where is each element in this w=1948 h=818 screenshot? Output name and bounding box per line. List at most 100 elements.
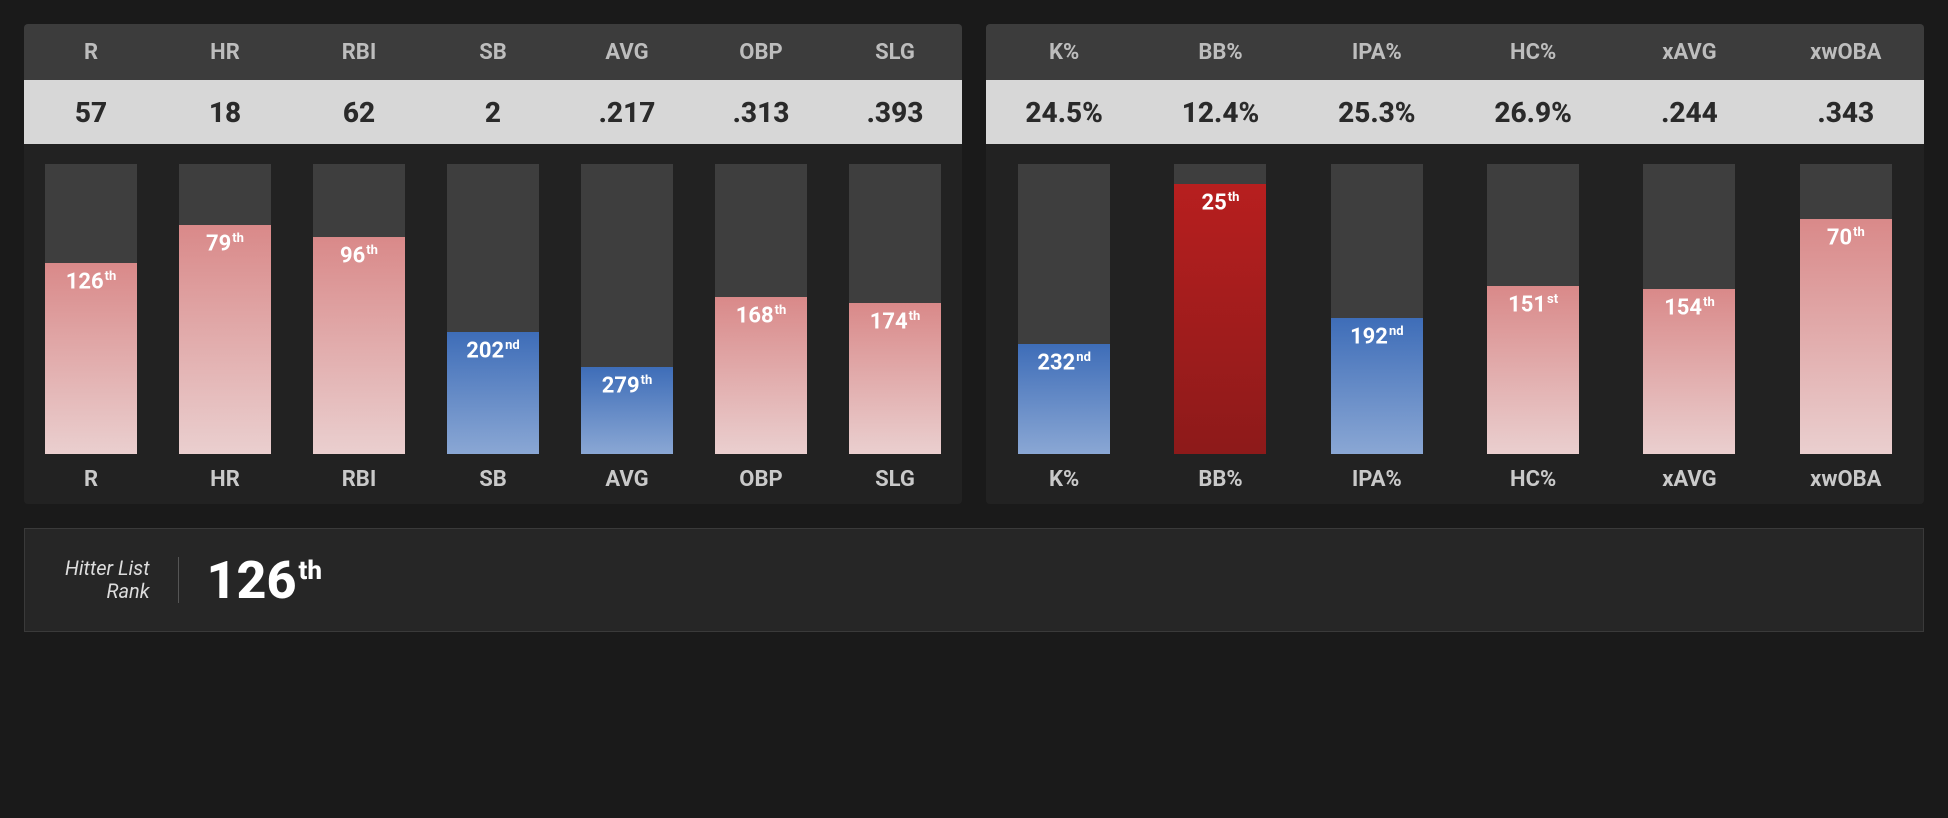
bar-column: 70th bbox=[1768, 164, 1924, 454]
bar-rank-ordinal: th bbox=[909, 309, 921, 324]
stat-value: 25.3% bbox=[1299, 80, 1455, 144]
stat-value: 2 bbox=[426, 80, 560, 144]
bar-rank-number: 279 bbox=[602, 373, 640, 398]
bar-track: 192nd bbox=[1331, 164, 1423, 454]
column-footer-label: OBP bbox=[694, 454, 828, 504]
bar-track: 79th bbox=[179, 164, 271, 454]
label-row: RHRRBISBAVGOBPSLG bbox=[24, 454, 962, 504]
rank-label-line1: Hitter List bbox=[65, 557, 150, 580]
bar-rank-ordinal: th bbox=[641, 373, 653, 388]
bar-column: 126th bbox=[24, 164, 158, 454]
bar-rank-label: 96th bbox=[313, 243, 405, 268]
column-header: SB bbox=[426, 24, 560, 80]
bar-fill: 192nd bbox=[1331, 318, 1423, 454]
bar-rank-number: 126 bbox=[66, 269, 104, 294]
bar-rank-ordinal: th bbox=[232, 231, 244, 246]
column-header: RBI bbox=[292, 24, 426, 80]
column-header: HR bbox=[158, 24, 292, 80]
stat-value: 12.4% bbox=[1142, 80, 1298, 144]
column-header: K% bbox=[986, 24, 1142, 80]
header-row: RHRRBISBAVGOBPSLG bbox=[24, 24, 962, 80]
bar-column: 174th bbox=[828, 164, 962, 454]
bar-rank-ordinal: th bbox=[105, 269, 117, 284]
bar-rank-number: 154 bbox=[1664, 295, 1702, 320]
bar-rank-label: 202nd bbox=[447, 338, 539, 363]
bar-rank-number: 25 bbox=[1202, 191, 1227, 216]
value-row: 24.5%12.4%25.3%26.9%.244.343 bbox=[986, 80, 1924, 144]
rank-label-line2: Rank bbox=[106, 580, 149, 603]
bar-rank-label: 168th bbox=[715, 303, 807, 328]
header-row: K%BB%IPA%HC%xAVGxwOBA bbox=[986, 24, 1924, 80]
column-header: AVG bbox=[560, 24, 694, 80]
bar-track: 174th bbox=[849, 164, 941, 454]
bar-fill: 25th bbox=[1174, 184, 1266, 454]
rank-value: 126 th bbox=[207, 550, 322, 611]
column-header: BB% bbox=[1142, 24, 1298, 80]
bar-rank-number: 168 bbox=[736, 304, 774, 329]
bar-fill: 168th bbox=[715, 297, 807, 454]
bar-rank-ordinal: th bbox=[1228, 190, 1240, 205]
bar-fill: 96th bbox=[313, 237, 405, 455]
column-footer-label: IPA% bbox=[1299, 454, 1455, 504]
bar-track: 96th bbox=[313, 164, 405, 454]
chart-area: 126th79th96th202nd279th168th174th bbox=[24, 144, 962, 454]
stat-panels: RHRRBISBAVGOBPSLG5718622.217.313.393126t… bbox=[24, 24, 1924, 504]
bar-rank-label: 154th bbox=[1643, 295, 1735, 320]
stat-value: .244 bbox=[1611, 80, 1767, 144]
bar-rank-label: 151st bbox=[1487, 292, 1579, 317]
bar-column: 151st bbox=[1455, 164, 1611, 454]
column-header: xAVG bbox=[1611, 24, 1767, 80]
bar-rank-number: 232 bbox=[1037, 350, 1075, 375]
stat-panel: K%BB%IPA%HC%xAVGxwOBA24.5%12.4%25.3%26.9… bbox=[986, 24, 1924, 504]
bar-track: 232nd bbox=[1018, 164, 1110, 454]
column-footer-label: RBI bbox=[292, 454, 426, 504]
bar-column: 154th bbox=[1611, 164, 1767, 454]
value-row: 5718622.217.313.393 bbox=[24, 80, 962, 144]
bar-rank-number: 70 bbox=[1827, 225, 1852, 250]
column-footer-label: K% bbox=[986, 454, 1142, 504]
stat-value: 26.9% bbox=[1455, 80, 1611, 144]
bar-column: 192nd bbox=[1299, 164, 1455, 454]
bar-fill: 79th bbox=[179, 225, 271, 454]
bar-rank-number: 192 bbox=[1350, 324, 1388, 349]
bar-fill: 202nd bbox=[447, 332, 539, 454]
bar-fill: 279th bbox=[581, 367, 673, 454]
column-footer-label: BB% bbox=[1142, 454, 1298, 504]
bar-column: 202nd bbox=[426, 164, 560, 454]
stat-value: .343 bbox=[1768, 80, 1924, 144]
bar-column: 96th bbox=[292, 164, 426, 454]
column-header: IPA% bbox=[1299, 24, 1455, 80]
column-header: SLG bbox=[828, 24, 962, 80]
bar-rank-ordinal: th bbox=[775, 303, 787, 318]
bar-rank-number: 202 bbox=[466, 339, 504, 364]
bar-rank-label: 279th bbox=[581, 373, 673, 398]
bar-rank-ordinal: nd bbox=[505, 338, 520, 353]
column-footer-label: xwOBA bbox=[1768, 454, 1924, 504]
stat-panel: RHRRBISBAVGOBPSLG5718622.217.313.393126t… bbox=[24, 24, 962, 504]
bar-column: 232nd bbox=[986, 164, 1142, 454]
bar-rank-label: 70th bbox=[1800, 225, 1892, 250]
bar-track: 168th bbox=[715, 164, 807, 454]
rank-ordinal: th bbox=[299, 556, 323, 586]
bar-track: 279th bbox=[581, 164, 673, 454]
bar-fill: 70th bbox=[1800, 219, 1892, 454]
bar-track: 151st bbox=[1487, 164, 1579, 454]
bar-rank-ordinal: th bbox=[366, 243, 378, 258]
column-footer-label: R bbox=[24, 454, 158, 504]
bar-fill: 151st bbox=[1487, 286, 1579, 454]
column-header: R bbox=[24, 24, 158, 80]
bar-column: 168th bbox=[694, 164, 828, 454]
column-header: HC% bbox=[1455, 24, 1611, 80]
chart-area: 232nd25th192nd151st154th70th bbox=[986, 144, 1924, 454]
rank-number: 126 bbox=[207, 550, 297, 611]
bar-rank-ordinal: th bbox=[1703, 295, 1715, 310]
bar-track: 25th bbox=[1174, 164, 1266, 454]
column-footer-label: SLG bbox=[828, 454, 962, 504]
rank-label-wrap: Hitter List Rank bbox=[65, 557, 179, 603]
bar-track: 154th bbox=[1643, 164, 1735, 454]
bar-track: 70th bbox=[1800, 164, 1892, 454]
overall-rank-box: Hitter List Rank 126 th bbox=[24, 528, 1924, 632]
stat-value: 24.5% bbox=[986, 80, 1142, 144]
bar-rank-ordinal: st bbox=[1547, 292, 1558, 307]
bar-rank-number: 174 bbox=[870, 310, 908, 335]
